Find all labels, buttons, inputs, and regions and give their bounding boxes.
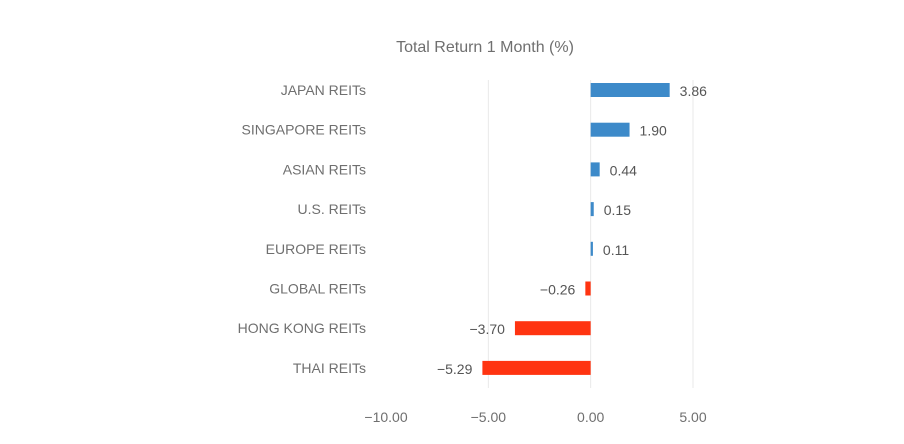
bar [590,162,600,177]
x-axis-tick-labels: −10.00 −5.00 0.00 5.00 [364,409,706,425]
bar [590,241,593,256]
category-label: SINGAPORE REITs [242,122,366,138]
bar [590,83,670,97]
x-tick-label: 0.00 [577,409,604,425]
category-label: THAI REITs [293,360,366,376]
category-label: HONG KONG REITs [238,320,366,336]
value-label: 1.90 [640,123,667,139]
bars [482,83,670,375]
x-tick-label: −10.00 [364,409,407,425]
bar [482,360,591,375]
bar [514,321,591,336]
category-label: U.S. REITs [298,201,366,217]
value-label: 0.11 [603,242,629,258]
x-tick-label: −5.00 [471,409,507,425]
value-label: 3.86 [680,83,707,99]
category-label: JAPAN REITs [281,82,366,98]
value-label: −3.70 [470,321,506,337]
value-label: 0.15 [604,202,631,218]
category-label: ASIAN REITs [283,161,366,177]
value-label: −5.29 [437,361,473,377]
x-tick-label: 5.00 [679,409,706,425]
bar [585,281,591,296]
value-label: −0.26 [540,282,576,298]
chart-title: Total Return 1 Month (%) [396,39,574,56]
category-label: EUROPE REITs [266,241,366,257]
category-label: GLOBAL REITs [269,281,366,297]
category-labels: JAPAN REITs SINGAPORE REITs ASIAN REITs U.S… [238,82,366,376]
bar [590,122,630,137]
value-label: 0.44 [610,162,637,178]
value-labels: 3.86 1.90 0.44 0.15 0.11 −0.26 −3.70 −5.29 [437,83,707,377]
bar [590,202,594,217]
